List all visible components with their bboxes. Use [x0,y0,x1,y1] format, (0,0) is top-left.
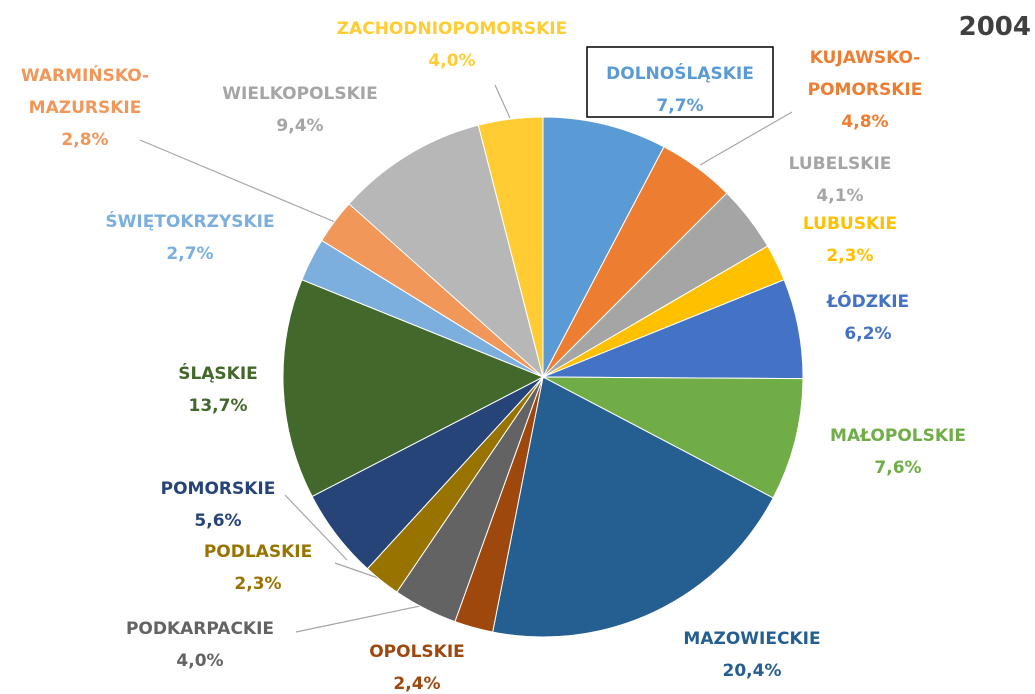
chart-title: 2004 [958,12,1031,42]
leader-line [295,605,421,633]
label-name: WARMIŃSKO-MAZURSKIE [20,66,150,118]
data-label: PODLASKIE 2,3% [98,536,418,600]
pie-slice [477,116,544,378]
label-name: LUBUSKIE [802,214,898,234]
label-value: 2,3% [234,574,282,594]
leader-line [284,494,348,561]
label-name: MAŁOPOLSKIE [830,426,966,446]
pie-slice [282,279,545,498]
label-name: PODKARPACKIE [125,619,275,639]
label-name: ZACHODNIOPOMORSKIE [336,19,568,39]
leader-line [699,111,793,166]
data-label: ZACHODNIOPOMORSKIE 4,0% [292,13,612,77]
label-value: 9,4% [276,116,324,136]
leader-line [139,139,336,223]
data-label: WARMIŃSKO-MAZURSKIE 2,8% [10,60,160,156]
data-label: ŁÓDZKIE 6,2% [708,286,1028,350]
leader-line [494,84,511,119]
label-name: OPOLSKIE [369,642,465,662]
data-label: MAŁOPOLSKIE 7,6% [738,420,1035,484]
data-label: POMORSKIE 5,6% [58,473,378,537]
label-value: 7,7% [656,96,704,116]
data-label: DOLNOŚLĄSKIE 7,7% [520,58,840,122]
leader-line [334,562,379,579]
label-name: WIELKOPOLSKIE [222,84,378,104]
data-label: KUJAWSKO-POMORSKIE 4,8% [790,42,940,138]
label-value: 2,8% [61,130,109,150]
label-value: 4,0% [176,651,224,671]
label-name: KUJAWSKO-POMORSKIE [807,48,923,100]
label-name: ŚLĄSKIE [178,364,258,384]
label-value: 2,4% [393,674,441,694]
label-value: 20,4% [722,661,782,681]
label-value: 2,3% [826,246,874,266]
label-value: 13,7% [188,396,248,416]
label-value: 7,6% [874,458,922,478]
label-value: 6,2% [844,324,892,344]
data-label: WIELKOPOLSKIE 9,4% [140,78,460,142]
label-value: 4,8% [841,112,889,132]
label-value: 5,6% [194,511,242,531]
data-label: MAZOWIECKIE 20,4% [592,623,912,687]
pie-slice [348,124,544,379]
data-label: OPOLSKIE 2,4% [257,636,577,694]
pie-slice [542,116,665,378]
data-label: ŚWIĘTOKRZYSKIE 2,7% [30,206,350,270]
label-box [586,46,774,118]
label-value: 4,1% [816,186,864,206]
label-name: ŁÓDZKIE [826,292,910,312]
data-label: LUBUSKIE 2,3% [690,208,1010,272]
label-value: 4,0% [428,51,476,71]
data-label: LUBELSKIE 4,1% [680,148,1000,212]
label-name: ŚWIĘTOKRZYSKIE [105,212,275,232]
data-label: PODKARPACKIE 4,0% [40,613,360,677]
pie-slice [542,376,804,499]
label-name: MAZOWIECKIE [683,629,821,649]
label-name: LUBELSKIE [788,154,892,174]
label-name: DOLNOŚLĄSKIE [606,64,754,84]
label-value: 2,7% [166,244,214,264]
pie-slice [492,376,774,638]
label-name: PODLASKIE [203,542,313,562]
label-name: POMORSKIE [160,479,276,499]
data-label: ŚLĄSKIE 13,7% [58,358,378,422]
